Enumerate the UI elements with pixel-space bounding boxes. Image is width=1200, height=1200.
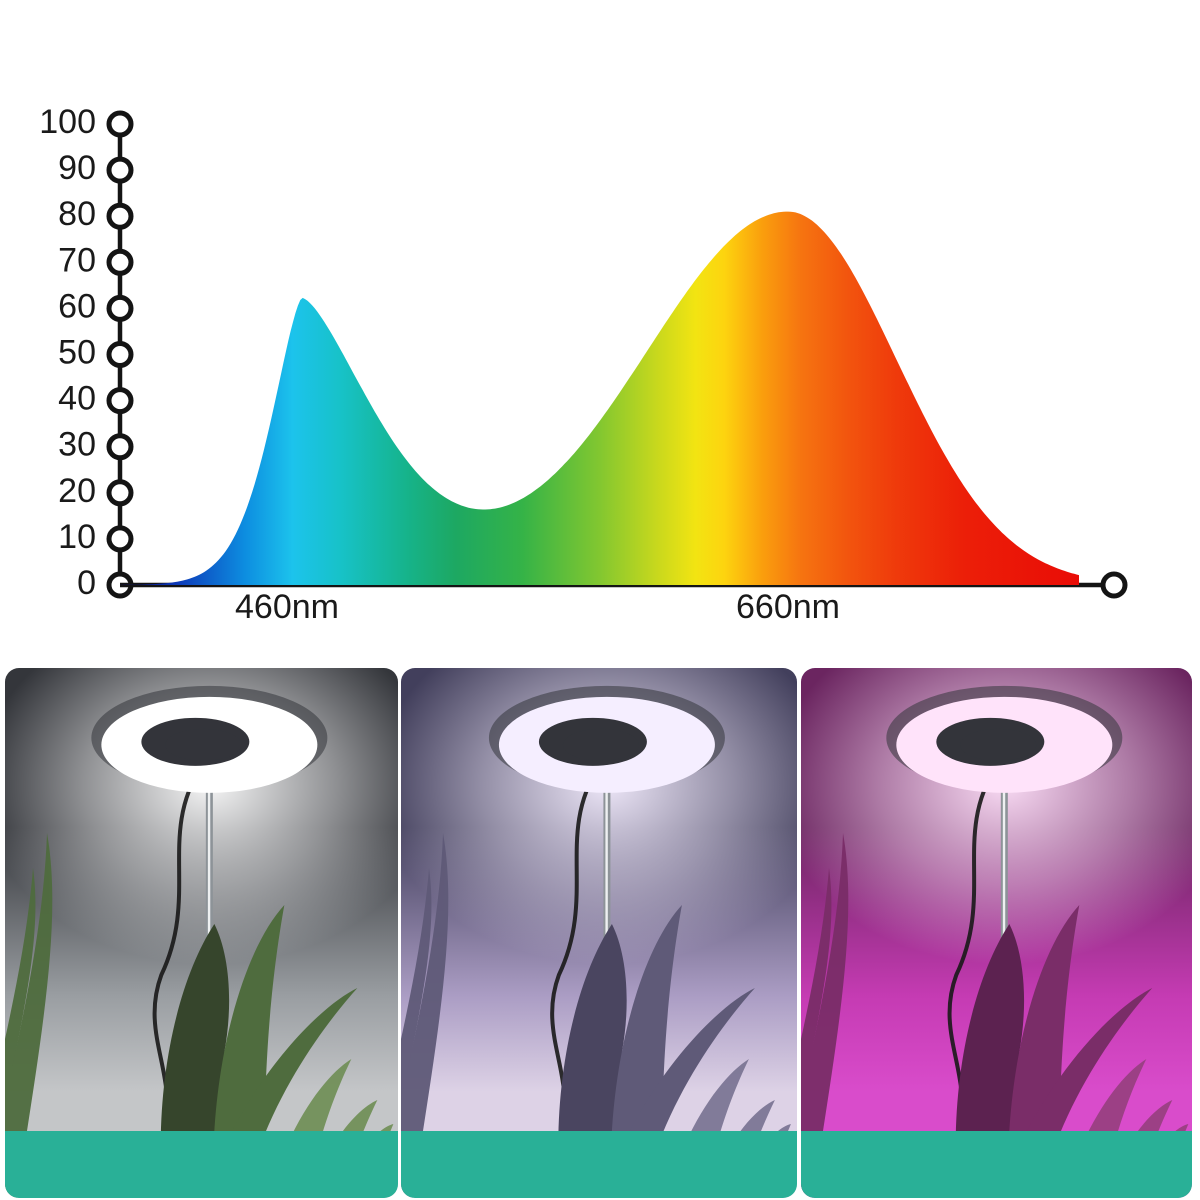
svg-text:30: 30 [58,426,96,464]
svg-text:40: 40 [58,380,96,418]
svg-text:20: 20 [58,472,96,510]
svg-text:10: 10 [58,518,96,556]
svg-text:0: 0 [77,564,96,602]
svg-text:80: 80 [58,195,96,233]
svg-text:90: 90 [58,149,96,187]
svg-text:460nm: 460nm [235,588,339,626]
svg-text:50: 50 [58,334,96,372]
svg-text:660nm: 660nm [736,588,840,626]
svg-text:100: 100 [39,103,96,141]
svg-text:60: 60 [58,287,96,325]
svg-text:70: 70 [58,241,96,279]
